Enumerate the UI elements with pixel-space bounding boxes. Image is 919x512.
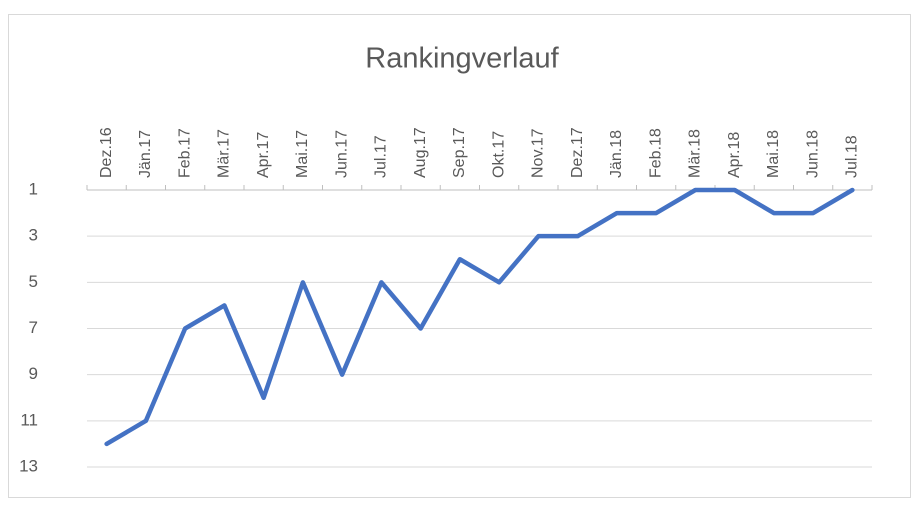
- x-tick-label: Aug.17: [412, 127, 429, 178]
- x-tick-label: Mai.18: [765, 130, 782, 178]
- y-tick-label: 13: [19, 456, 38, 475]
- x-tick-label: Mai.17: [294, 130, 311, 178]
- x-tick-label: Mär.18: [687, 129, 704, 178]
- x-tick-label: Mär.17: [216, 129, 233, 178]
- x-tick-label: Apr.17: [255, 132, 272, 178]
- x-tick-label: Feb.17: [176, 128, 193, 178]
- x-tick-label: Dez.17: [569, 127, 586, 178]
- y-tick-label: 1: [29, 179, 38, 198]
- y-tick-label: 9: [29, 364, 38, 383]
- x-tick-label: Jul.17: [373, 135, 390, 178]
- x-tick-label: Jun.17: [333, 130, 350, 178]
- chart-title: Rankingverlauf: [365, 43, 559, 75]
- x-tick-label: Apr.18: [726, 132, 743, 178]
- data-line: [104, 187, 855, 447]
- x-tick-label: Jän.17: [137, 130, 154, 178]
- y-tick-label: 3: [29, 226, 38, 245]
- chart-frame: [8, 14, 911, 498]
- x-tick-label: Jul.18: [844, 135, 861, 178]
- x-tick-label: Feb.18: [647, 128, 664, 178]
- x-tick-label: Dez.16: [98, 127, 115, 178]
- y-tick-label: 7: [29, 318, 38, 337]
- y-tick-label: 11: [20, 410, 38, 429]
- x-tick-label: Nov.17: [530, 128, 547, 178]
- y-tick-label: 5: [29, 272, 38, 291]
- x-tick-label: Jän.18: [608, 130, 625, 178]
- x-tick-label: Okt.17: [490, 131, 507, 178]
- x-tick-label: Sep.17: [451, 127, 468, 178]
- x-tick-label: Jun.18: [804, 130, 821, 178]
